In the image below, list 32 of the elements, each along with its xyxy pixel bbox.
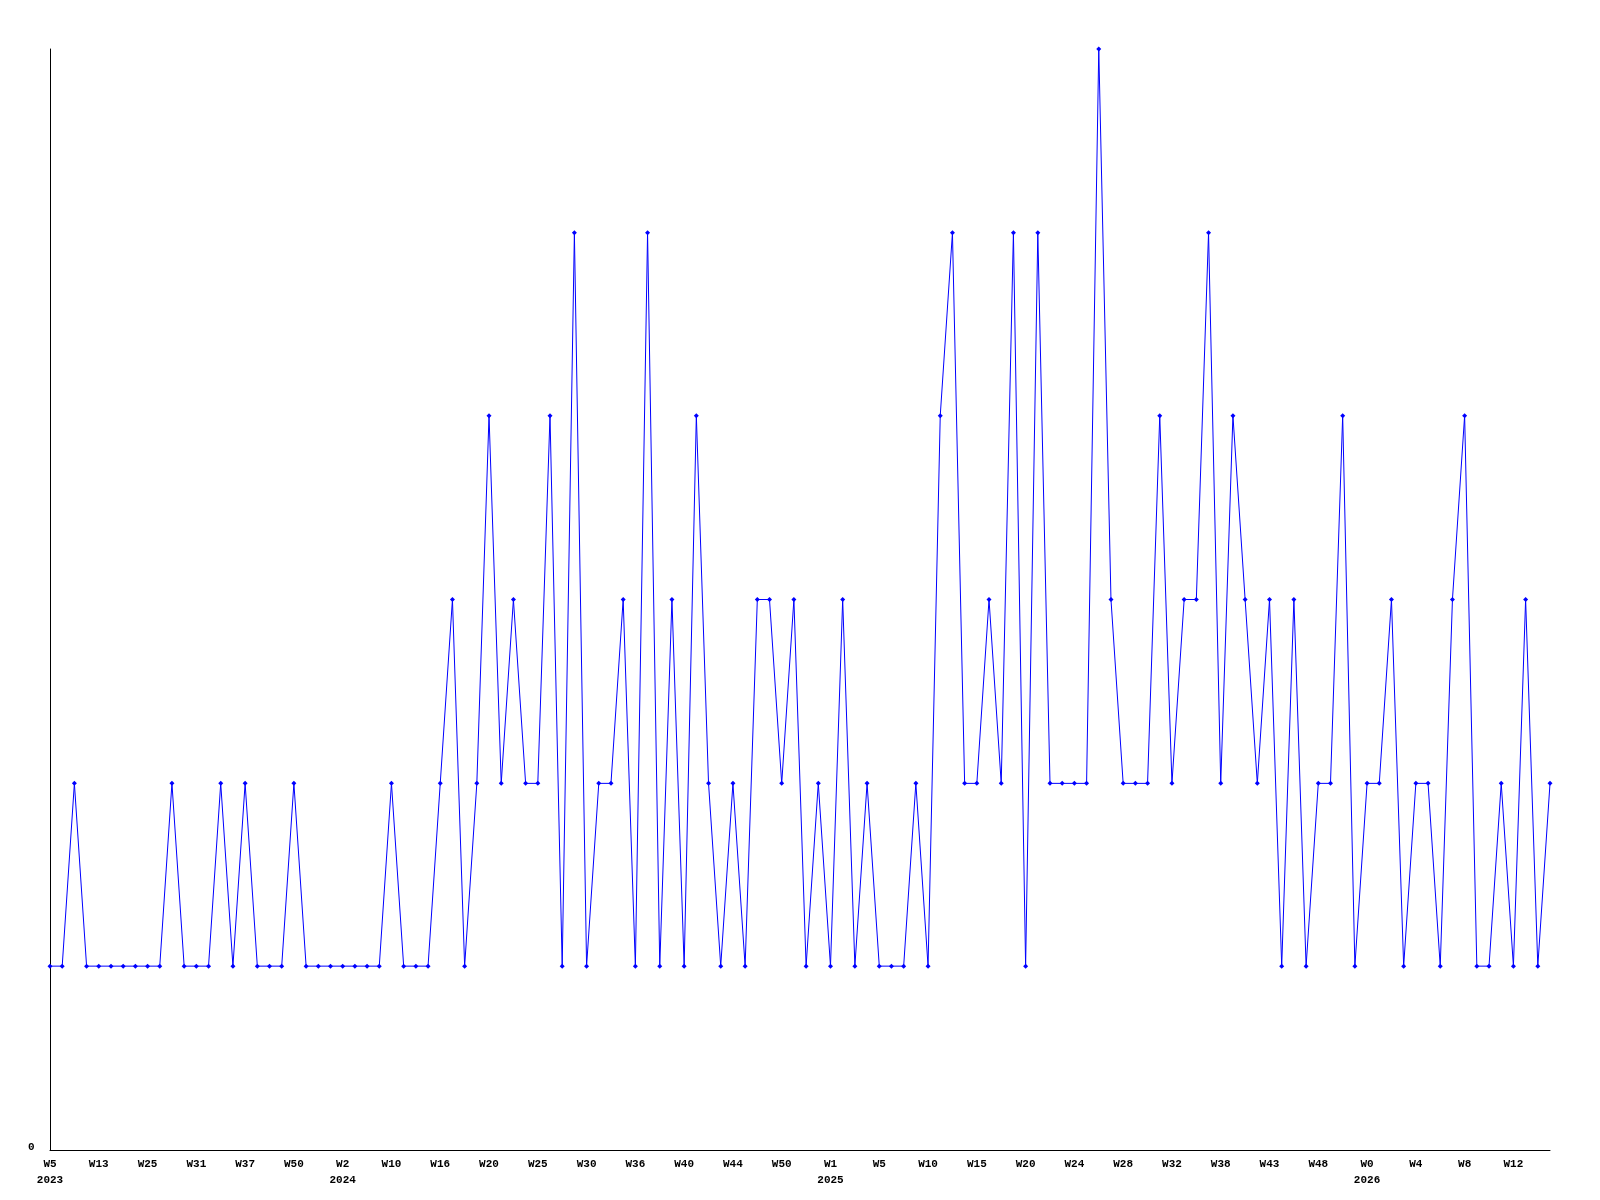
x-tick-label: W5 <box>872 1158 887 1170</box>
x-tick-label: W28 <box>1113 1158 1134 1170</box>
x-tick-label: W36 <box>625 1158 646 1170</box>
x-tick-label: W13 <box>88 1158 110 1170</box>
x-tick-label: W15 <box>966 1158 988 1170</box>
x-tick-label: W50 <box>771 1158 792 1170</box>
x-tick-label: W40 <box>674 1158 695 1170</box>
x-tick-label: W1 2025 <box>817 1158 845 1186</box>
x-tick-label: W32 <box>1162 1158 1182 1170</box>
x-tick-label: W43 <box>1259 1158 1280 1170</box>
x-tick-label: W50 <box>284 1158 304 1170</box>
x-tick-label: W20 <box>479 1158 499 1170</box>
x-tick-label: W48 <box>1308 1158 1329 1170</box>
x-tick-label: W10 <box>381 1158 402 1170</box>
x-tick-label: W12 <box>1503 1158 1524 1170</box>
x-tick-label: W10 <box>918 1158 938 1170</box>
x-tick-label: W38 <box>1210 1158 1232 1170</box>
x-tick-label: W30 <box>576 1158 597 1170</box>
x-tick-label: W37 <box>235 1158 256 1170</box>
x-tick-label: W0 2026 <box>1353 1158 1381 1186</box>
x-tick-label: W24 <box>1064 1158 1085 1170</box>
x-tick-label: W20 <box>1015 1158 1036 1170</box>
x-tick-label: W16 <box>430 1158 451 1170</box>
x-tick-label: W2 2024 <box>329 1158 357 1186</box>
x-tick-label: W31 <box>186 1158 207 1170</box>
x-tick-label: W5 2023 <box>36 1158 64 1186</box>
x-tick-label: W4 <box>1409 1158 1423 1170</box>
text: 0 <box>28 1140 35 1153</box>
x-tick-label: W8 <box>1458 1158 1472 1170</box>
x-tick-label: W44 <box>723 1158 744 1170</box>
x-tick-label: W25 <box>137 1158 158 1170</box>
x-tick-label: W25 <box>527 1158 549 1170</box>
